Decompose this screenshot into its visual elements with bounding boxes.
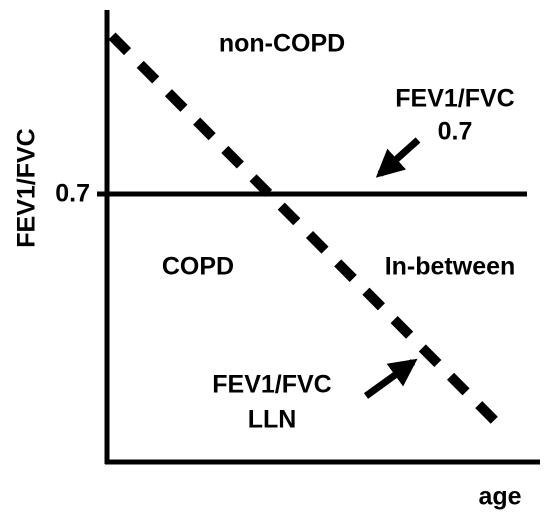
y-tick-label: 0.7 (55, 180, 90, 208)
annotation: LLN (248, 406, 297, 434)
arrow (363, 358, 418, 399)
annotation: FEV1/FVC (212, 371, 331, 399)
annotation: 0.7 (438, 118, 473, 146)
region-label: non-COPD (219, 30, 345, 58)
annotation: FEV1/FVC (395, 85, 514, 113)
arrow (375, 137, 421, 178)
lln-line (108, 32, 506, 432)
y-axis-label: FEV1/FVC (13, 128, 41, 247)
region-label: COPD (162, 253, 234, 281)
region-label: In-between (385, 253, 516, 281)
x-axis-label: age (478, 483, 521, 511)
